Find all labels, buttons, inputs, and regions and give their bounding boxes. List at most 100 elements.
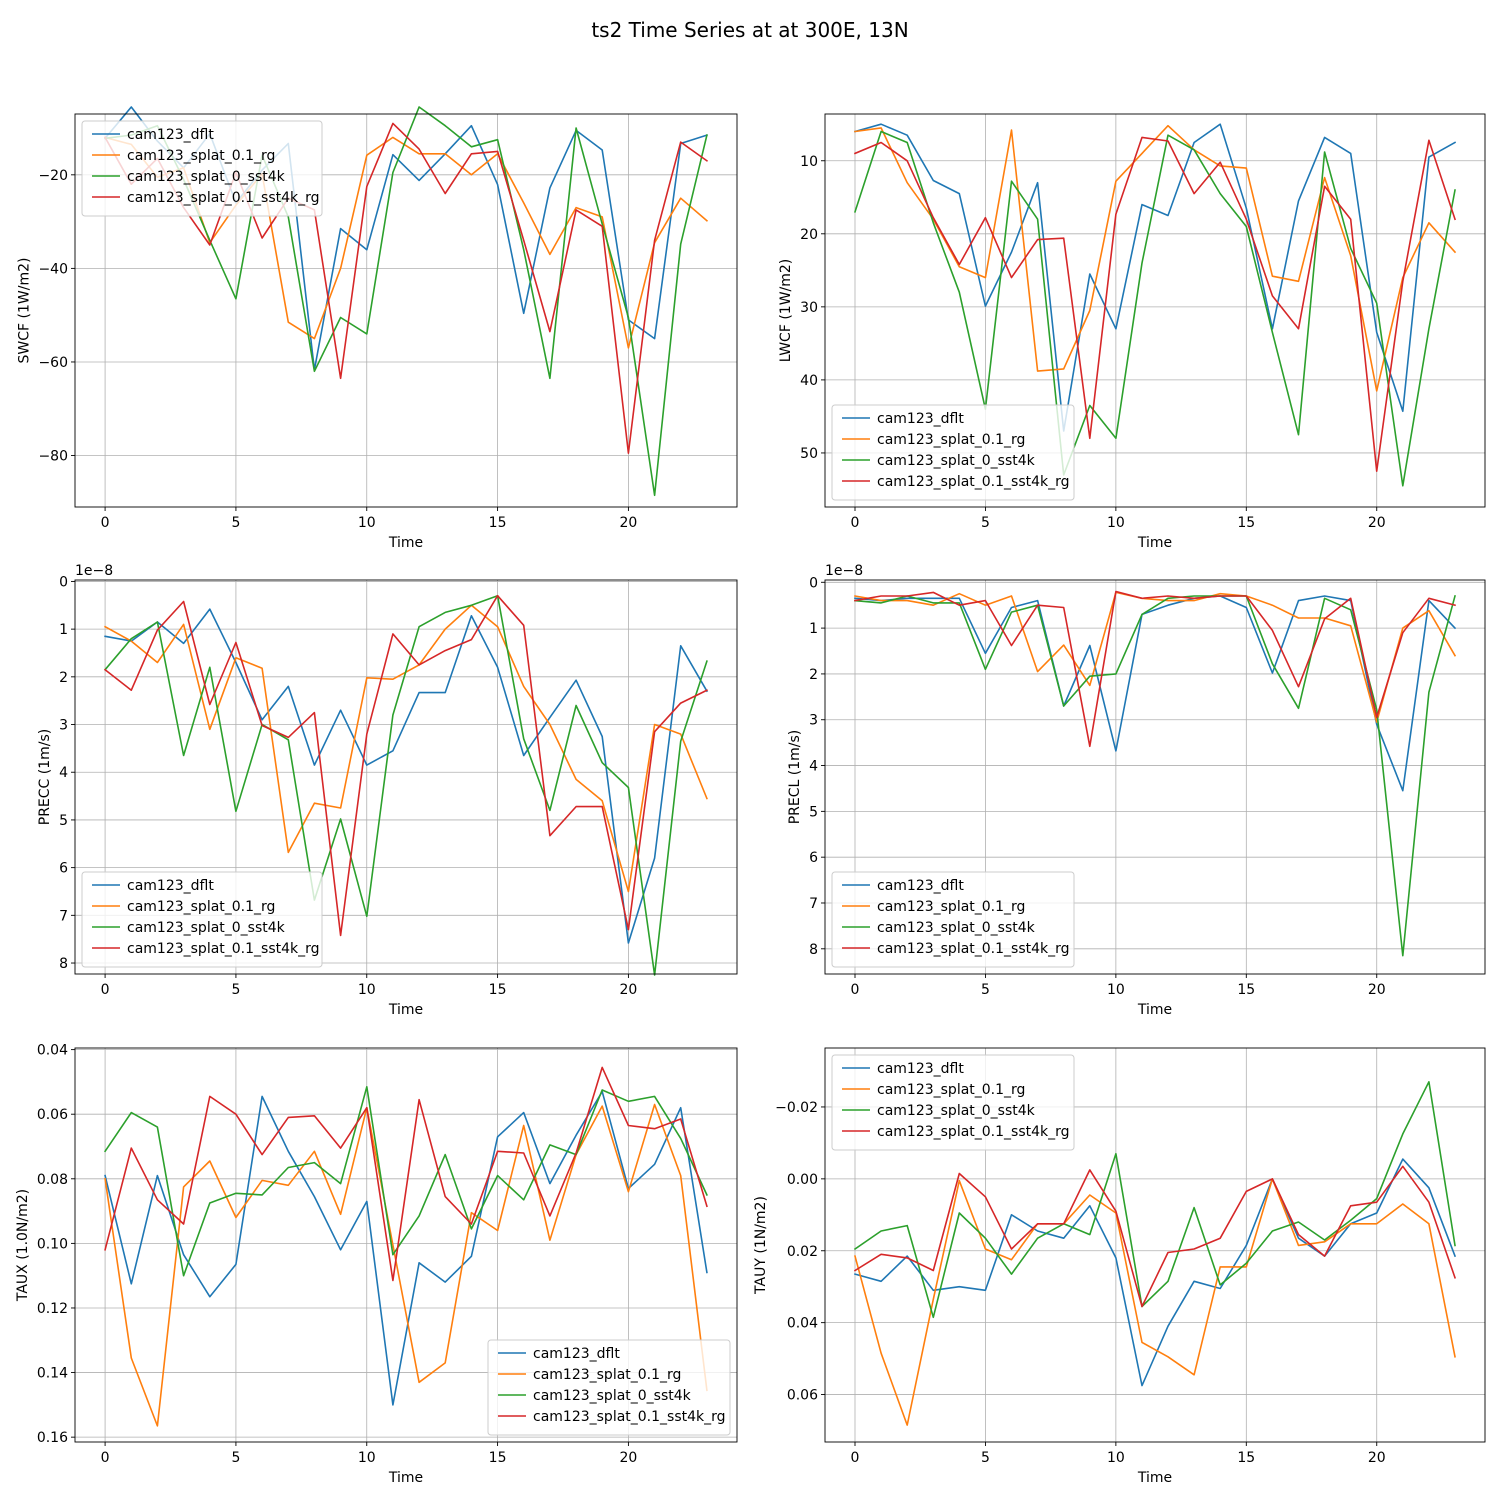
y-tick-label: 6 — [809, 850, 818, 866]
series-line-cam123_dflt — [104, 1090, 708, 1406]
y-tick-label: 0.08 — [37, 1172, 68, 1188]
y-tick-label: 0.06 — [37, 1107, 68, 1123]
y-axis-label: SWCF (1W/m2) — [16, 258, 32, 364]
x-tick-label: 0 — [851, 515, 860, 531]
axis-offset-label: 1e−8 — [75, 563, 113, 579]
legend-label: cam123_splat_0_sst4k — [127, 920, 286, 936]
legend-box — [81, 871, 323, 968]
y-tick-label: 0.04 — [787, 1316, 818, 1332]
series-line-cam123_dflt — [854, 1158, 1457, 1387]
axis-offset-label: 1e−8 — [825, 563, 863, 579]
subplot-4: 0 5 10 15 20 0 1 2 3 4 5 6 7 8 Time PRECL (1m/s) 1e−8 cam… — [787, 563, 1486, 1018]
series-line-cam123_splat_0_sst4k — [103, 594, 708, 976]
legend-label: cam123_dflt — [533, 1346, 620, 1362]
series-group — [103, 1066, 708, 1427]
legend-label: cam123_splat_0.1_rg — [877, 1082, 1025, 1098]
y-tick-label: 8 — [59, 956, 68, 972]
series-line-cam123_splat_0.1_sst4k_rg — [103, 594, 708, 937]
legend: cam123_dflt cam123_splat_0.1_rg cam123_spl… — [831, 1054, 1075, 1151]
x-axis-label: Time — [1137, 1002, 1172, 1018]
legend-label: cam123_dflt — [877, 878, 964, 894]
x-tick-label: 15 — [489, 982, 507, 998]
y-tick-label: 6 — [59, 861, 68, 877]
x-axis-label: Time — [388, 1470, 423, 1486]
x-tick-label: 10 — [358, 515, 376, 531]
y-tick-label: 4 — [809, 759, 818, 775]
legend-label: cam123_dflt — [127, 127, 214, 143]
x-tick-label: 10 — [1107, 982, 1125, 998]
x-axis-label: Time — [1137, 535, 1172, 551]
series-group — [853, 123, 1457, 487]
series-line-cam123_dflt — [854, 123, 1457, 432]
axes-frame — [824, 113, 1486, 508]
legend-label: cam123_splat_0_sst4k — [877, 1103, 1036, 1119]
x-tick-label: 5 — [981, 515, 990, 531]
x-tick-label: 20 — [1368, 1450, 1386, 1466]
y-tick-label: 1 — [809, 621, 818, 637]
y-tick-label: 0.00 — [787, 1172, 818, 1188]
series-line-cam123_splat_0.1_sst4k_rg — [104, 1066, 708, 1282]
subplot-6: 0 5 10 15 20 −0.02 0.00 0.02 0.04 0.06 Time TAUY (1… — [753, 1047, 1486, 1486]
y-tick-label: 1 — [59, 622, 68, 638]
x-tick-label: 20 — [619, 1450, 637, 1466]
legend-label: cam123_splat_0.1_rg — [877, 899, 1025, 915]
y-tick-label: 0.16 — [37, 1430, 68, 1446]
y-tick-label: 20 — [800, 227, 818, 243]
y-axis-label: PRECC (1m/s) — [37, 729, 53, 826]
y-tick-label: 2 — [809, 667, 818, 683]
x-tick-label: 15 — [489, 515, 507, 531]
y-tick-label: 10 — [800, 154, 818, 170]
y-axis-label: TAUY (1N/m2) — [753, 1196, 769, 1295]
legend-label: cam123_splat_0.1_rg — [533, 1367, 681, 1383]
x-tick-label: 20 — [619, 982, 637, 998]
y-axis-label: TAUX (1.0N/m2) — [15, 1189, 31, 1302]
y-tick-label: 4 — [59, 765, 68, 781]
legend-label: cam123_splat_0.1_sst4k_rg — [533, 1409, 726, 1425]
series-line-cam123_splat_0_sst4k — [103, 1086, 708, 1277]
x-axis-label: Time — [1137, 1470, 1172, 1486]
legend-box — [831, 1054, 1075, 1151]
x-tick-label: 10 — [1107, 515, 1125, 531]
y-tick-label: 7 — [809, 896, 818, 912]
y-tick-label: 0.14 — [37, 1366, 68, 1382]
axes-frame — [74, 1047, 738, 1443]
axes-frame — [824, 1047, 1486, 1443]
y-tick-label: 0.12 — [37, 1301, 68, 1317]
legend-label: cam123_splat_0.1_sst4k_rg — [877, 941, 1070, 957]
legend-box — [831, 404, 1075, 501]
y-tick-label: −60 — [38, 355, 68, 371]
x-tick-label: 5 — [231, 982, 240, 998]
x-tick-label: 15 — [1237, 515, 1255, 531]
series-line-cam123_splat_0.1_sst4k_rg — [854, 590, 1456, 748]
y-tick-label: 0 — [59, 574, 68, 590]
x-tick-label: 10 — [1107, 1450, 1125, 1466]
y-tick-label: 0.06 — [787, 1388, 818, 1404]
series-line-cam123_splat_0.1_sst4k_rg — [104, 122, 709, 455]
legend-label: cam123_splat_0.1_sst4k_rg — [127, 941, 320, 957]
series-line-cam123_splat_0.1_rg — [854, 1178, 1456, 1426]
legend-label: cam123_dflt — [877, 1061, 964, 1077]
series-line-cam123_splat_0.1_sst4k_rg — [853, 1165, 1457, 1308]
series-line-cam123_dflt — [104, 608, 708, 944]
y-tick-label: −80 — [38, 449, 68, 465]
y-tick-label: 0 — [809, 575, 818, 591]
legend-label: cam123_dflt — [127, 878, 214, 894]
x-tick-label: 20 — [1368, 982, 1386, 998]
legend-label: cam123_splat_0.1_rg — [877, 432, 1025, 448]
legend: cam123_dflt cam123_splat_0.1_rg cam123_spl… — [81, 871, 323, 968]
x-tick-label: 20 — [1368, 515, 1386, 531]
y-tick-label: 3 — [59, 718, 68, 734]
subplot-2: 0 5 10 15 20 10 20 30 40 50 Time LWCF (1W/m2) cam123… — [778, 113, 1486, 551]
y-tick-label: −0.02 — [775, 1100, 818, 1116]
legend: cam123_dflt cam123_splat_0.1_rg cam123_spl… — [487, 1339, 731, 1436]
y-tick-label: 50 — [800, 446, 818, 462]
legend-box — [81, 120, 323, 217]
series-group — [853, 1081, 1457, 1426]
legend-label: cam123_splat_0_sst4k — [127, 169, 286, 185]
series-line-cam123_splat_0.1_rg — [104, 1103, 708, 1427]
legend: cam123_dflt cam123_splat_0.1_rg cam123_spl… — [831, 871, 1075, 968]
grid — [825, 1048, 1485, 1442]
legend: cam123_dflt cam123_splat_0.1_rg cam123_spl… — [831, 404, 1075, 501]
